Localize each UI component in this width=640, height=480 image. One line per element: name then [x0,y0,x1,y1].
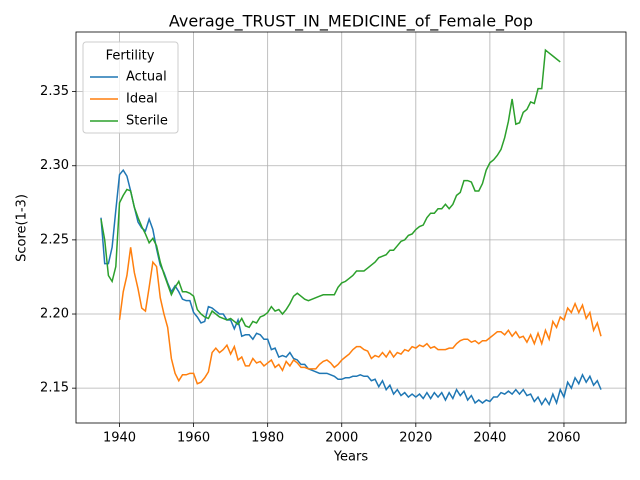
plot-frame [75,31,627,424]
x-tick-label: 2000 [325,431,358,446]
y-tick-label: 2.30 [40,158,69,173]
y-axis-label: Score(1-3) [15,194,30,262]
x-tick-label: 2020 [399,431,432,446]
data-line [100,48,561,329]
x-tick-label: 2060 [547,431,580,446]
legend-box [82,41,179,134]
legend-title: Fertility [106,49,155,64]
legend-label: Sterile [126,114,168,129]
y-tick-label: 2.25 [40,232,69,247]
chart-title: Average_TRUST_IN_MEDICINE_of_Female_Pop [169,12,533,32]
x-axis-label: Years [333,450,369,465]
y-tick-label: 2.35 [40,84,69,99]
legend-label: Ideal [126,92,158,107]
y-tick-label: 2.15 [40,381,69,396]
data-line [118,247,602,385]
legend-label: Actual [126,70,167,85]
y-tick-label: 2.20 [40,307,69,322]
x-tick-label: 1960 [177,431,210,446]
x-tick-label: 1940 [103,431,136,446]
x-tick-label: 1980 [251,431,284,446]
data-line [100,168,602,407]
x-tick-label: 2040 [473,431,506,446]
